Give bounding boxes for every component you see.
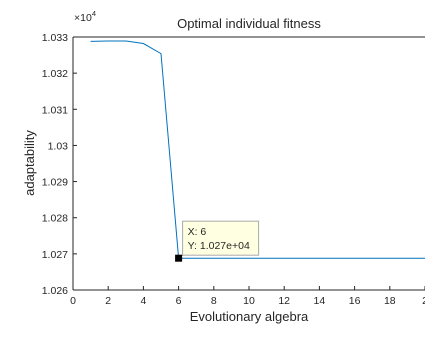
x-tick-label: 8 bbox=[211, 295, 217, 307]
x-axis-ticks: 0 2 4 6 8 10 12 14 16 18 2 bbox=[70, 286, 425, 307]
y-tick-label: 1.029 bbox=[42, 177, 68, 189]
x-tick-label: 10 bbox=[243, 295, 255, 307]
y-tick-label: 1.032 bbox=[42, 68, 68, 80]
y-tick-label: 1.033 bbox=[42, 32, 68, 44]
y-axis-exponent: ×104 bbox=[74, 9, 96, 24]
y-tick-label: 1.03 bbox=[48, 140, 69, 152]
y-tick-label: 1.027 bbox=[42, 249, 68, 261]
y-tick-label: 1.026 bbox=[42, 285, 68, 297]
x-tick-label: 18 bbox=[384, 295, 396, 307]
y-tick-label: 1.028 bbox=[42, 213, 68, 225]
x-tick-label: 0 bbox=[70, 295, 76, 307]
x-tick-label: 2 bbox=[105, 295, 111, 307]
data-tip-box[interactable] bbox=[182, 220, 260, 256]
data-tip-marker[interactable] bbox=[175, 254, 183, 262]
series-group bbox=[90, 40, 425, 259]
x-tick-label: 14 bbox=[314, 295, 326, 307]
data-tip-x-text: X: 6 bbox=[188, 226, 207, 238]
x-tick-label: 4 bbox=[140, 295, 146, 307]
y-axis-label: adaptability bbox=[22, 130, 37, 196]
y-axis-ticks: 1.026 1.027 1.028 1.029 1.03 1.031 1.032 1.033 bbox=[42, 32, 77, 297]
data-tip-y-text: Y: 1.027e+04 bbox=[188, 240, 250, 252]
chart-title: Optimal individual fitness bbox=[177, 16, 321, 31]
x-tick-label: 2 bbox=[422, 295, 425, 307]
y-tick-label: 1.031 bbox=[42, 104, 68, 116]
data-tip[interactable]: X: 6 Y: 1.027e+04 bbox=[175, 220, 260, 262]
series-line bbox=[90, 40, 425, 259]
x-axis-label: Evolutionary algebra bbox=[190, 309, 309, 324]
x-tick-label: 12 bbox=[278, 295, 290, 307]
x-tick-label: 16 bbox=[349, 295, 361, 307]
x-tick-label: 6 bbox=[176, 295, 182, 307]
